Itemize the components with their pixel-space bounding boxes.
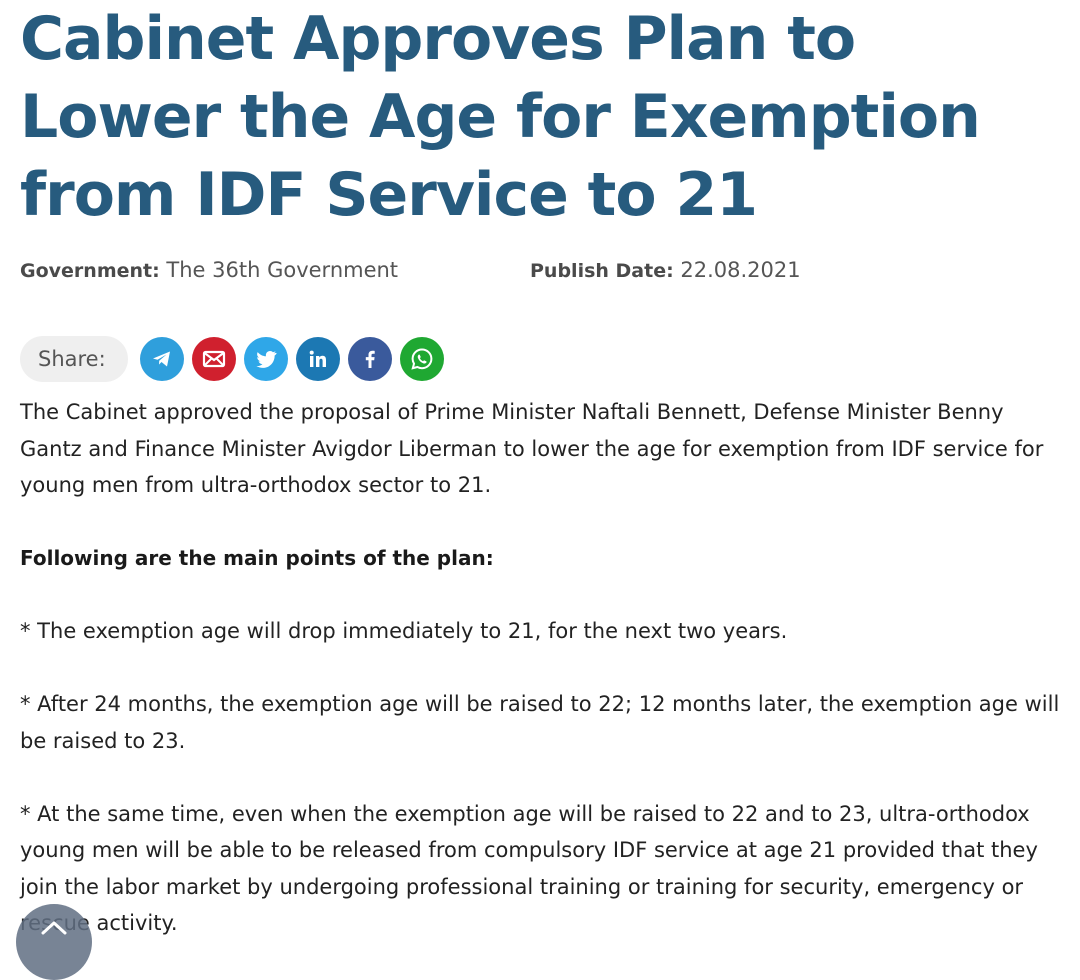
- article-body: The Cabinet approved the proposal of Pri…: [20, 394, 1060, 942]
- share-label: Share:: [20, 336, 128, 382]
- linkedin-icon: [306, 347, 330, 371]
- whatsapp-share-button[interactable]: [400, 337, 444, 381]
- point-item: * After 24 months, the exemption age wil…: [20, 692, 1060, 753]
- government-value: The 36th Government: [166, 258, 399, 282]
- whatsapp-icon: [408, 345, 436, 373]
- publish-date-value: 22.08.2021: [680, 258, 801, 282]
- twitter-icon: [254, 347, 278, 371]
- email-icon: [201, 346, 227, 372]
- article-meta: Government: The 36th Government Publish …: [20, 258, 1060, 288]
- publish-date-meta: Publish Date: 22.08.2021: [530, 258, 801, 282]
- linkedin-share-button[interactable]: [296, 337, 340, 381]
- share-bar: Share:: [20, 336, 444, 382]
- publish-date-label: Publish Date:: [530, 260, 674, 282]
- government-label: Government:: [20, 260, 160, 282]
- chevron-up-icon: [39, 904, 69, 940]
- telegram-icon: [150, 347, 174, 371]
- article: Cabinet Approves Plan to Lower the Age f…: [20, 0, 1060, 935]
- scroll-to-top-button[interactable]: [16, 904, 92, 980]
- facebook-share-button[interactable]: [348, 337, 392, 381]
- intro-paragraph: The Cabinet approved the proposal of Pri…: [20, 400, 1044, 497]
- facebook-icon: [358, 347, 382, 371]
- government-meta: Government: The 36th Government: [20, 258, 398, 282]
- twitter-share-button[interactable]: [244, 337, 288, 381]
- page-title: Cabinet Approves Plan to Lower the Age f…: [20, 4, 981, 230]
- point-item: * The exemption age will drop immediatel…: [20, 619, 788, 643]
- telegram-share-button[interactable]: [140, 337, 184, 381]
- email-share-button[interactable]: [192, 337, 236, 381]
- point-item: * At the same time, even when the exempt…: [20, 801, 1038, 936]
- points-heading: Following are the main points of the pla…: [20, 546, 494, 570]
